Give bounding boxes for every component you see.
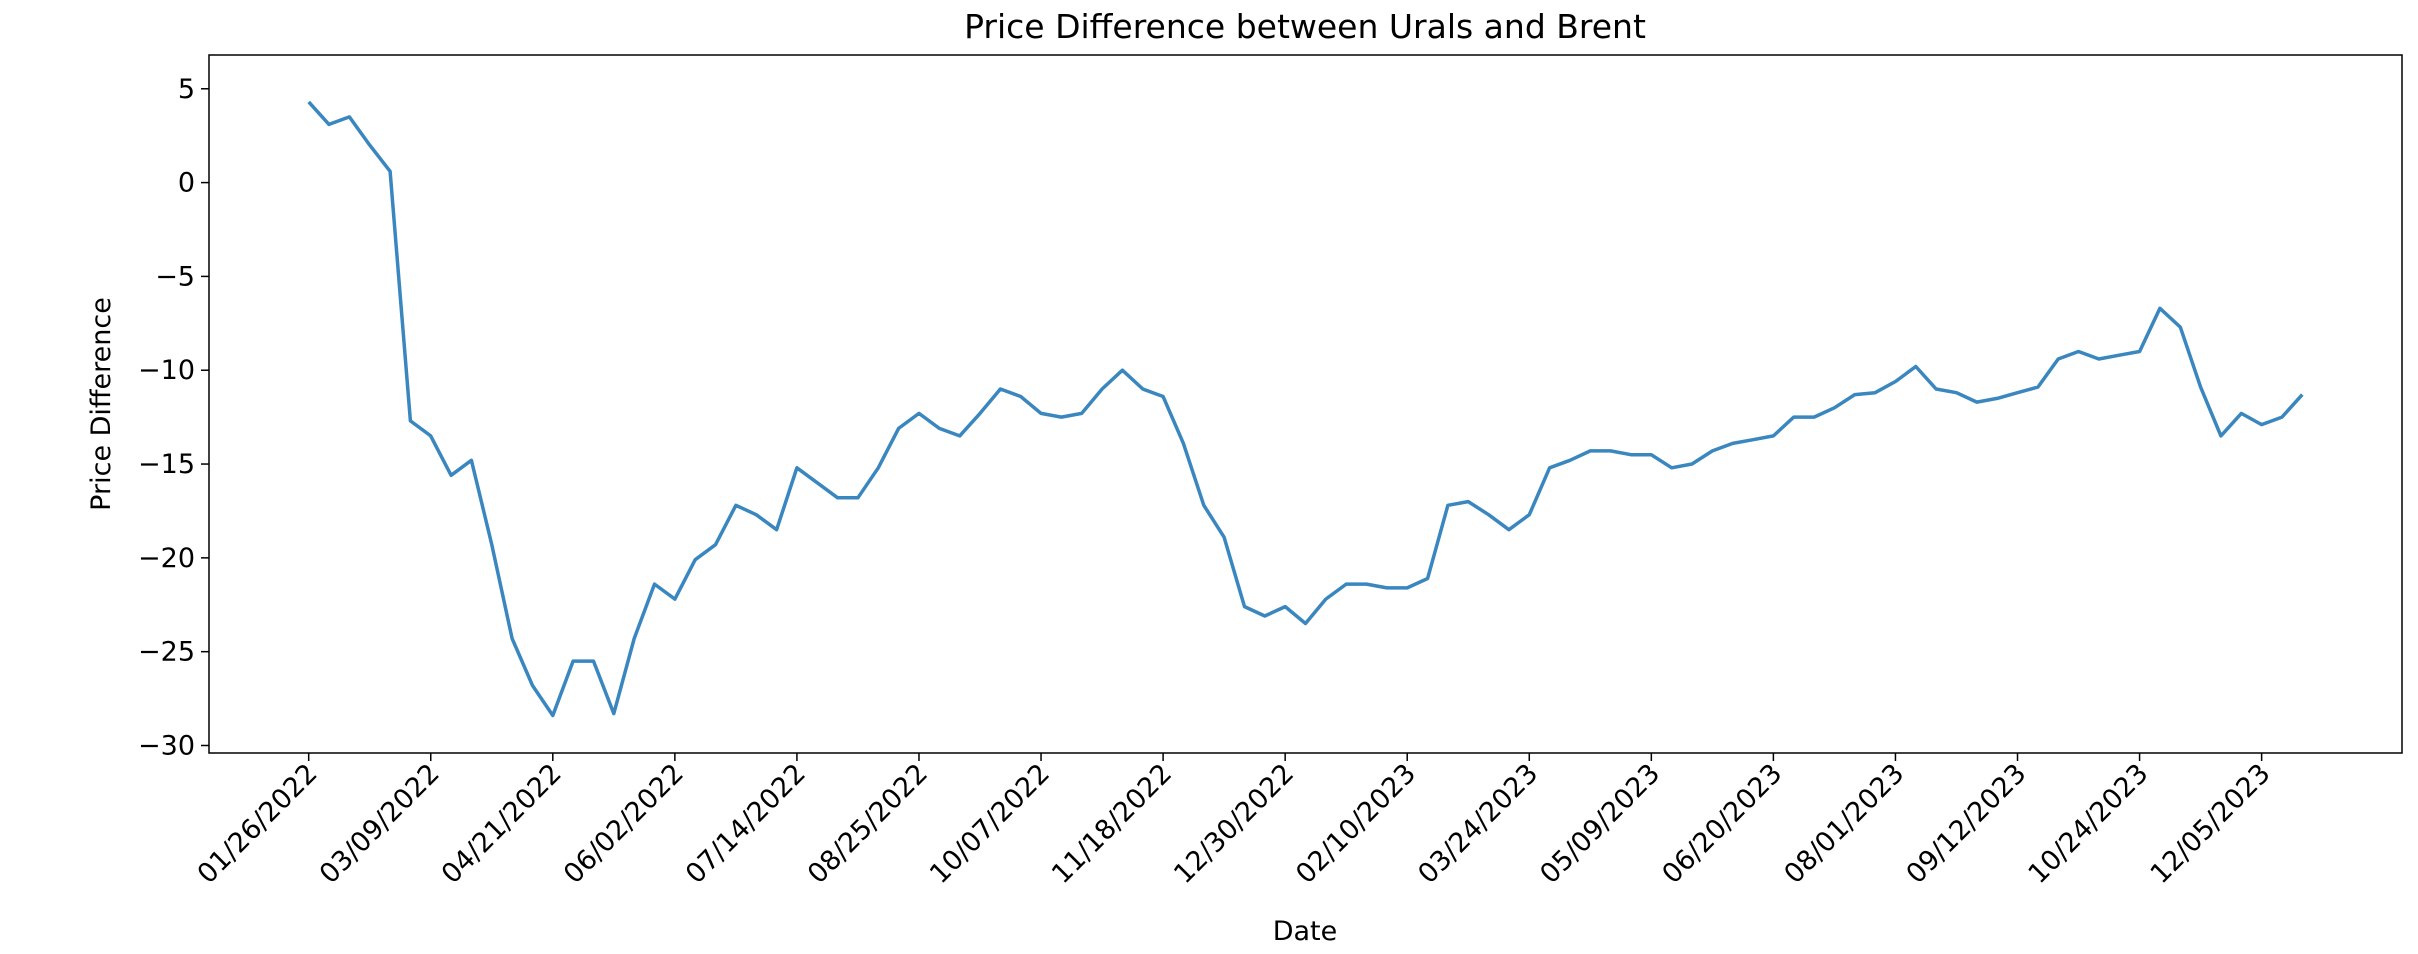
x-tick-label: 03/09/2022 (314, 758, 446, 890)
chart-title: Price Difference between Urals and Brent (964, 7, 1646, 46)
x-tick-label: 11/18/2022 (1046, 758, 1178, 890)
plot-frame (208, 54, 2403, 754)
y-tick-label: −25 (138, 637, 195, 668)
x-tick-label: 02/10/2023 (1290, 758, 1422, 890)
x-axis-label: Date (1273, 916, 1338, 947)
x-tick-label: 10/24/2023 (2023, 758, 2155, 890)
x-tick-label: 01/26/2022 (192, 758, 324, 890)
x-tick-label: 04/21/2022 (436, 758, 568, 890)
x-tick-label: 07/14/2022 (680, 758, 812, 890)
y-axis-label: Price Difference (86, 297, 117, 511)
x-tick-label: 05/09/2023 (1534, 758, 1666, 890)
y-tick-label: −10 (138, 355, 195, 386)
x-tick-label: 12/30/2022 (1168, 758, 1300, 890)
y-tick-label: −20 (138, 543, 195, 574)
x-tick-label: 06/20/2023 (1656, 758, 1788, 890)
x-tick-label: 08/01/2023 (1778, 758, 1910, 890)
data-line (307, 100, 2304, 718)
x-tick-label: 12/05/2023 (2145, 758, 2277, 890)
x-tick-label: 06/02/2022 (558, 758, 690, 890)
x-tick-label: 09/12/2023 (1900, 758, 2032, 890)
y-tick-label: −15 (138, 449, 195, 480)
x-tick-label: 03/24/2023 (1412, 758, 1544, 890)
y-tick-label: −30 (138, 730, 195, 761)
y-tick-label: 0 (178, 168, 195, 199)
x-tick-label: 08/25/2022 (802, 758, 934, 890)
x-tick-label: 10/07/2022 (924, 758, 1056, 890)
y-tick-label: −5 (155, 261, 195, 292)
y-tick-label: 5 (178, 74, 195, 105)
